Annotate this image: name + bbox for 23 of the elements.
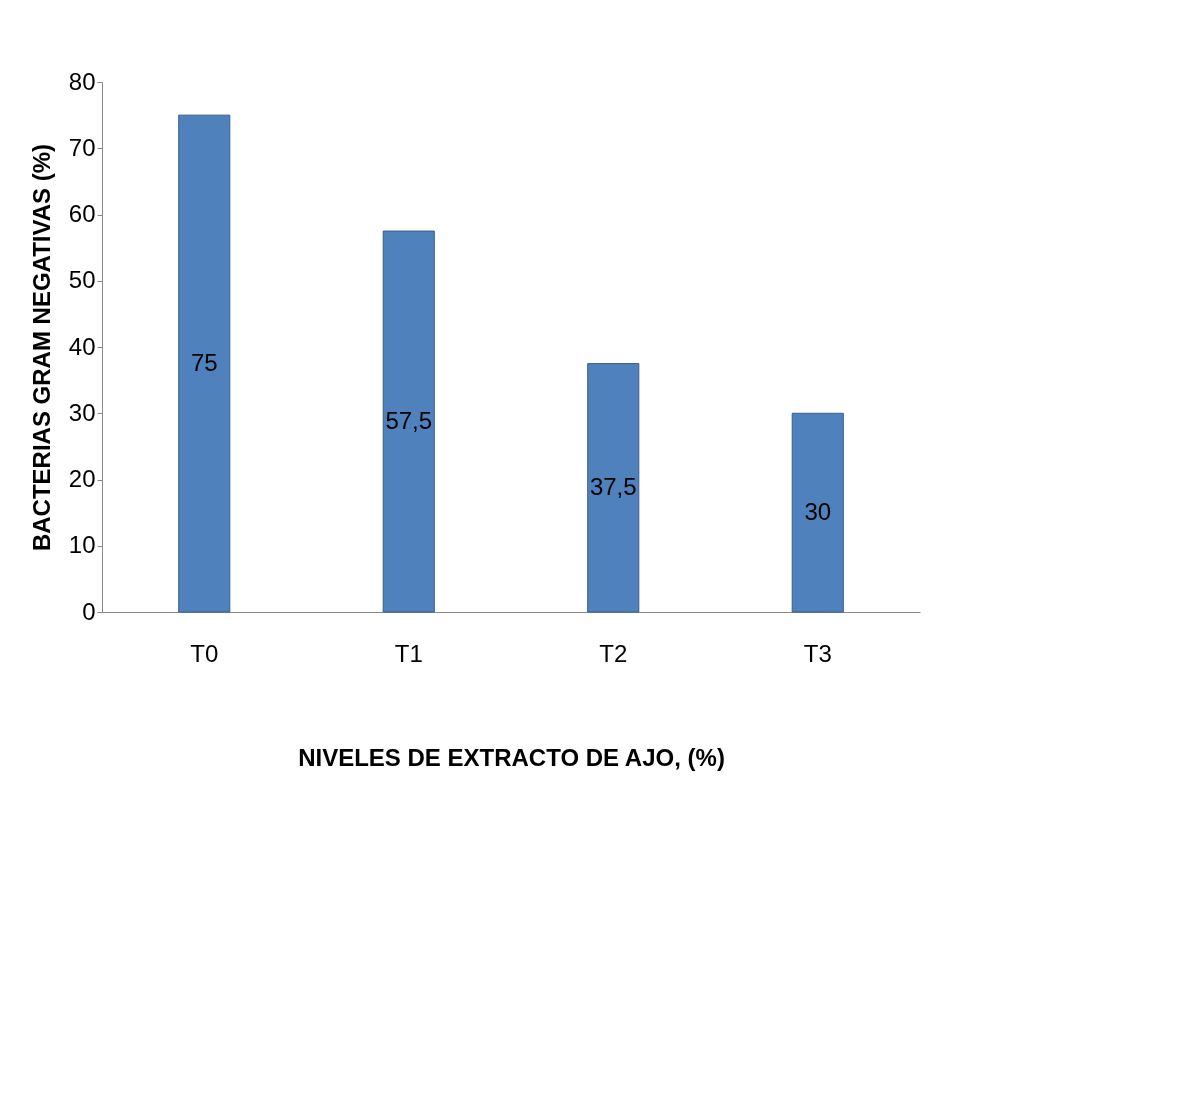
- data-label: 75: [190, 348, 218, 376]
- x-tick-label: T3: [803, 639, 832, 667]
- y-tick-label: 80: [68, 67, 96, 95]
- bar: [587, 363, 640, 613]
- x-tick-label: T2: [599, 639, 628, 667]
- y-tick-label: 30: [68, 398, 96, 426]
- x-tick-label: T1: [394, 639, 423, 667]
- data-label: 30: [804, 497, 832, 525]
- y-tick-label: 0: [82, 597, 96, 625]
- y-tick-label: 70: [68, 133, 96, 161]
- y-tick-label: 20: [68, 465, 96, 492]
- y-tick-label: 10: [68, 531, 96, 559]
- bar: [178, 114, 231, 613]
- y-axis-title: BACTERIAS GRAM NEGATIVAS (%): [27, 143, 55, 552]
- x-axis-title: NIVELES DE EXTRACTO DE AJO, (%): [298, 743, 725, 771]
- x-tick-label: T0: [190, 639, 219, 667]
- bar: [791, 412, 844, 613]
- data-label: 57,5: [385, 406, 433, 434]
- y-tick-label: 60: [68, 200, 96, 227]
- y-tick-label: 50: [68, 266, 96, 294]
- y-tick-label: 40: [68, 332, 96, 360]
- data-label: 37,5: [589, 472, 637, 500]
- bar: [382, 230, 435, 613]
